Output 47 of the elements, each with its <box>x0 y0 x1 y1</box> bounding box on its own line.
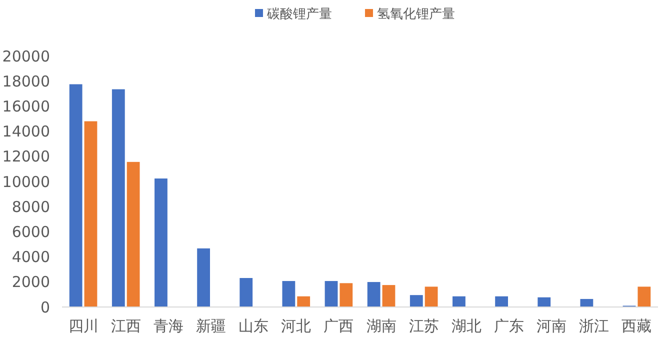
bar <box>538 297 551 307</box>
bar <box>340 283 353 307</box>
x-tick-label: 江苏 <box>408 317 439 335</box>
bar <box>424 286 438 307</box>
x-tick-label: 浙江 <box>579 317 610 335</box>
bar <box>69 84 82 307</box>
x-tick-label: 广东 <box>494 317 524 335</box>
bar <box>452 296 466 307</box>
y-tick-label: 20000 <box>2 47 50 66</box>
y-tick-label: 8000 <box>12 198 50 216</box>
bar <box>126 162 140 307</box>
bar <box>240 278 253 307</box>
x-tick-label: 青海 <box>153 317 184 335</box>
bar <box>324 281 338 307</box>
legend-label: 氢氧化锂产量 <box>377 7 455 22</box>
bar <box>297 296 310 307</box>
x-tick-label: 广西 <box>324 317 354 335</box>
x-tick-label: 西藏 <box>622 317 652 335</box>
bar <box>154 178 168 307</box>
bar <box>638 286 651 307</box>
x-tick-label: 湖南 <box>366 317 396 335</box>
y-tick-label: 6000 <box>12 222 50 241</box>
bar <box>367 282 380 307</box>
x-tick-label: 山东 <box>238 317 269 335</box>
bar <box>580 298 594 307</box>
x-tick-label: 江西 <box>110 317 141 335</box>
y-tick-label: 10000 <box>2 172 50 191</box>
x-tick-label: 新疆 <box>196 317 226 335</box>
y-tick-label: 12000 <box>2 148 50 166</box>
x-tick-label: 河南 <box>536 317 567 335</box>
bar <box>84 121 98 307</box>
bar <box>197 248 210 307</box>
bar <box>382 285 396 307</box>
y-tick-label: 18000 <box>2 72 50 90</box>
x-tick-label: 河北 <box>281 317 312 335</box>
legend-label: 碳酸锂产量 <box>266 7 332 22</box>
bar <box>495 296 508 307</box>
y-tick-label: 16000 <box>2 97 50 116</box>
bar <box>282 281 296 307</box>
x-tick-label: 四川 <box>68 317 98 335</box>
y-tick-label: 2000 <box>12 273 50 292</box>
y-tick-label: 14000 <box>2 122 50 141</box>
x-tick-label: 湖北 <box>451 317 482 335</box>
bar <box>112 89 125 307</box>
bar <box>410 295 423 307</box>
y-tick-label: 0 <box>40 298 50 316</box>
y-tick-label: 4000 <box>12 248 50 266</box>
